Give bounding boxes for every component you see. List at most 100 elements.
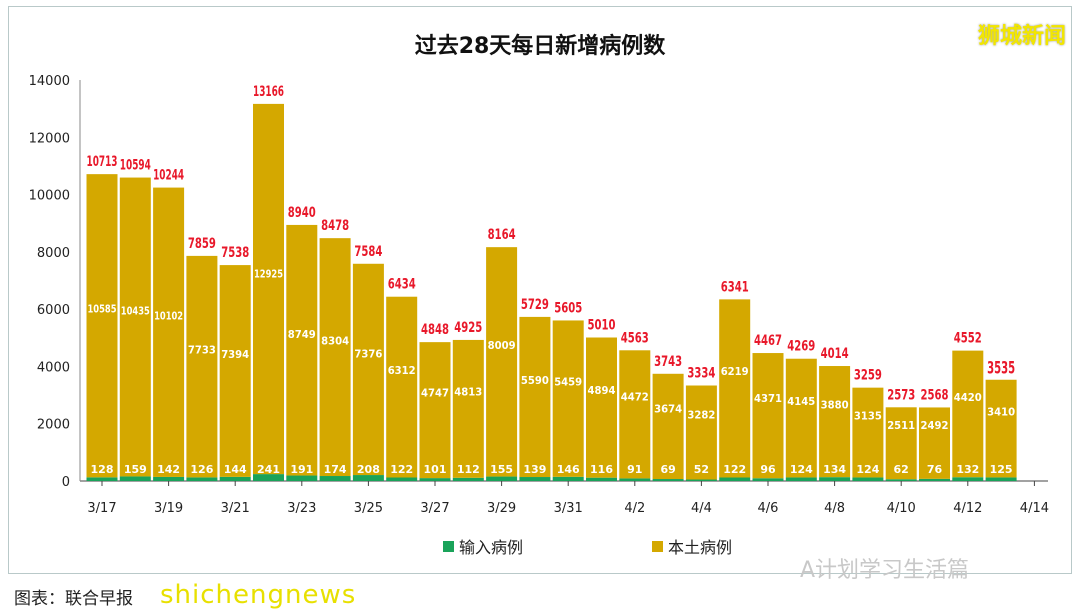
data-label-local: 5459 xyxy=(554,376,582,389)
data-label-total: 2568 xyxy=(921,387,949,403)
bar-local xyxy=(586,337,617,478)
data-label-local: 6219 xyxy=(721,365,749,378)
data-label-total: 6434 xyxy=(388,277,416,293)
bar-local xyxy=(119,177,151,477)
data-label-imported: 241 xyxy=(257,463,280,476)
bar-imported xyxy=(219,476,251,481)
bar-imported xyxy=(486,476,518,481)
data-label-imported: 124 xyxy=(856,463,879,476)
bar-local xyxy=(253,103,284,475)
data-label-total: 6341 xyxy=(721,279,749,295)
legend-swatch xyxy=(443,541,454,552)
data-label-local: 8749 xyxy=(288,328,316,341)
data-label-imported: 155 xyxy=(490,463,513,476)
data-label-local: 8304 xyxy=(321,335,349,348)
bar-imported xyxy=(852,477,884,481)
data-label-total: 4563 xyxy=(621,330,649,346)
bar-imported xyxy=(586,477,617,481)
bar-imported xyxy=(519,477,551,481)
data-label-imported: 191 xyxy=(290,463,313,476)
data-label-local: 4420 xyxy=(954,391,982,404)
data-label-total: 8164 xyxy=(488,227,516,243)
data-label-total: 7538 xyxy=(221,245,249,261)
data-label-imported: 122 xyxy=(390,463,413,476)
data-label-total: 2573 xyxy=(887,387,915,403)
bar-local xyxy=(919,407,950,479)
bar-local xyxy=(219,265,251,477)
y-tick-label: 12000 xyxy=(29,131,70,146)
x-tick-label: 3/23 xyxy=(287,501,316,516)
data-label-total: 10594 xyxy=(120,158,151,174)
x-tick-label: 4/2 xyxy=(624,501,645,516)
data-label-imported: 96 xyxy=(760,463,776,476)
data-label-local: 7376 xyxy=(354,347,382,360)
bar-local xyxy=(852,387,884,478)
data-label-local: 3135 xyxy=(854,409,882,422)
data-label-total: 10713 xyxy=(87,154,118,170)
data-label-local: 4472 xyxy=(621,391,649,404)
x-tick-label: 3/29 xyxy=(487,501,516,516)
bar-local xyxy=(952,350,984,478)
data-label-imported: 142 xyxy=(157,463,180,476)
caption: 图表：联合早报 xyxy=(14,589,133,609)
bar-imported xyxy=(452,477,484,481)
data-label-local: 3410 xyxy=(987,405,1015,418)
data-label-local: 3880 xyxy=(821,399,849,412)
bar-imported xyxy=(752,478,784,481)
data-label-local: 4145 xyxy=(787,395,815,408)
data-label-total: 13166 xyxy=(253,84,284,100)
bar-imported xyxy=(186,477,218,481)
bar-local xyxy=(153,187,185,477)
data-label-total: 3334 xyxy=(687,366,715,382)
bar-local xyxy=(752,353,784,479)
data-label-total: 5605 xyxy=(554,300,582,316)
bar-local xyxy=(719,299,751,478)
bar-local xyxy=(86,174,118,478)
data-label-imported: 101 xyxy=(424,463,447,476)
bar-local xyxy=(186,255,218,478)
data-label-local: 6312 xyxy=(388,364,416,377)
data-label-total: 4552 xyxy=(954,331,982,347)
bar-imported xyxy=(919,478,950,481)
y-tick-label: 14000 xyxy=(29,74,70,89)
bar-local xyxy=(286,224,318,476)
data-label-total: 10244 xyxy=(153,168,184,184)
bar-local xyxy=(819,366,851,478)
data-label-imported: 174 xyxy=(324,463,347,476)
data-label-local: 3282 xyxy=(687,408,715,421)
data-label-imported: 126 xyxy=(190,463,213,476)
data-label-imported: 132 xyxy=(956,463,979,476)
chart-frame xyxy=(8,6,1072,574)
data-label-local: 4371 xyxy=(754,392,782,405)
x-tick-label: 3/27 xyxy=(420,501,449,516)
data-label-imported: 146 xyxy=(557,463,580,476)
data-label-total: 5729 xyxy=(521,297,549,313)
data-label-total: 8478 xyxy=(321,218,349,234)
data-label-imported: 128 xyxy=(91,463,114,476)
bar-imported xyxy=(819,477,851,481)
data-label-imported: 52 xyxy=(694,463,709,476)
data-label-total: 4014 xyxy=(821,346,849,362)
data-label-local: 2492 xyxy=(921,419,949,432)
bar-local xyxy=(419,342,451,479)
bar-local xyxy=(352,263,384,476)
bar-imported xyxy=(419,478,451,481)
data-label-local: 5590 xyxy=(521,374,549,387)
data-label-total: 4925 xyxy=(454,320,482,336)
data-label-total: 4467 xyxy=(754,333,782,349)
data-label-local: 10435 xyxy=(121,304,150,317)
bar-imported xyxy=(719,477,751,481)
data-label-total: 7584 xyxy=(354,244,382,260)
y-tick-label: 8000 xyxy=(37,246,70,261)
data-label-local: 8009 xyxy=(488,339,516,352)
x-tick-label: 4/12 xyxy=(953,501,982,516)
bar-imported xyxy=(86,477,118,481)
data-label-imported: 134 xyxy=(823,463,846,476)
data-label-total: 7859 xyxy=(188,236,216,252)
bar-imported xyxy=(685,479,717,481)
x-tick-label: 4/8 xyxy=(824,501,845,516)
data-label-total: 3535 xyxy=(987,359,1015,379)
x-tick-label: 3/19 xyxy=(154,501,183,516)
data-label-local: 7733 xyxy=(188,343,216,356)
